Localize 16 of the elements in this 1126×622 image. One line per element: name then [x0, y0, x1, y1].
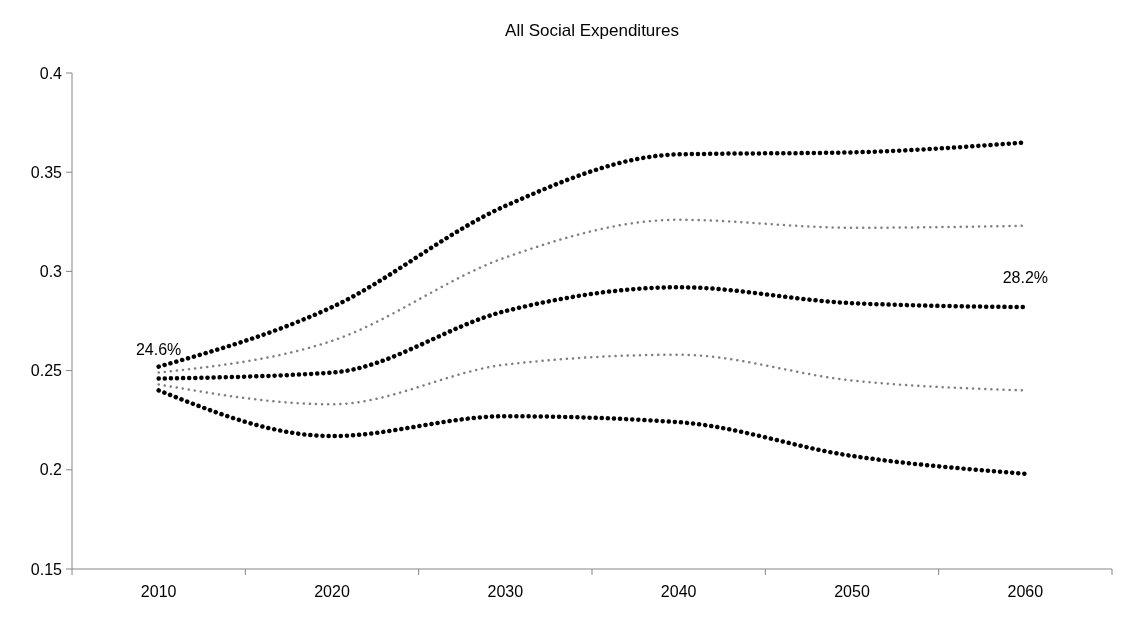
y-tick-label: 0.25	[30, 362, 63, 380]
y-tick-label: 0.2	[39, 461, 63, 479]
chart-title: All Social Expenditures	[505, 21, 679, 40]
y-tick-label: 0.35	[30, 163, 63, 181]
x-tick-label: 2010	[140, 583, 177, 600]
x-tick-label: 2040	[660, 583, 697, 600]
y-tick-label: 0.3	[39, 263, 63, 280]
y-tick-label: 0.15	[30, 560, 63, 578]
x-tick-label: 2020	[314, 583, 350, 600]
y-tick-label: 0.4	[39, 64, 63, 82]
x-tick-label: 2050	[834, 583, 870, 600]
annotation: 24.6%	[135, 340, 182, 358]
line-series	[156, 388, 1028, 477]
x-tick-label: 2030	[487, 583, 524, 600]
annotation: 28.2%	[1002, 269, 1049, 287]
x-tick-label: 2060	[1007, 583, 1044, 600]
